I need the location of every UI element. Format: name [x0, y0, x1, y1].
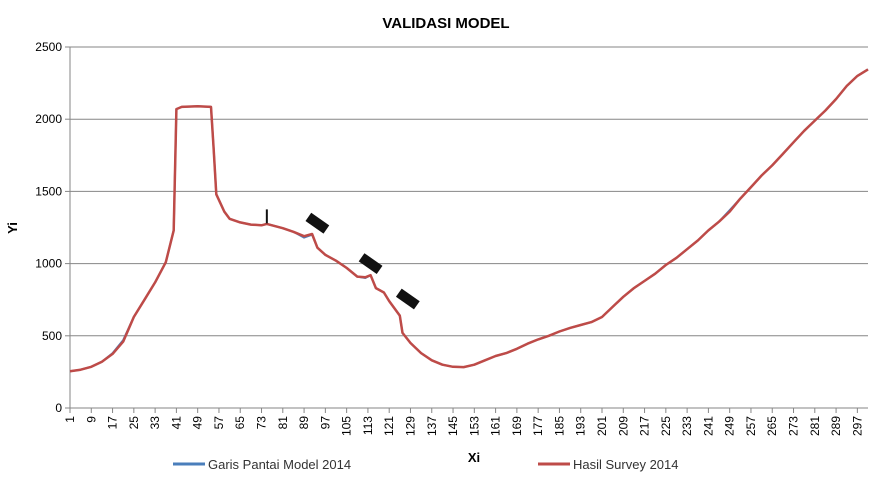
x-tick-label: 201: [595, 416, 609, 436]
y-axis-title: Yi: [5, 222, 20, 234]
x-tick-label: 81: [276, 416, 290, 430]
x-tick-label: 217: [638, 416, 652, 436]
y-tick-label: 1500: [35, 184, 62, 198]
x-tick-label: 161: [489, 416, 503, 436]
x-tick-label: 209: [616, 416, 630, 436]
x-tick-label: 289: [829, 416, 843, 436]
legend: Garis Pantai Model 2014 Hasil Survey 201…: [173, 457, 679, 472]
chart-title: VALIDASI MODEL: [382, 15, 509, 32]
x-tick-label: 281: [808, 416, 822, 436]
y-tick-label: 1000: [35, 257, 62, 271]
x-tick-label: 1: [63, 416, 77, 423]
x-tick-label: 273: [787, 416, 801, 436]
x-tick-label: 177: [531, 416, 545, 436]
y-axis-ticks: 0 500 1000 1500 2000 2500: [35, 40, 70, 415]
gridlines: [70, 46, 868, 337]
annotation-marker: [305, 212, 330, 234]
x-tick-label: 249: [723, 416, 737, 436]
x-tick-label: 137: [425, 416, 439, 436]
x-tick-label: 297: [850, 416, 864, 436]
series-lines: [69, 68, 869, 373]
x-tick-label: 153: [467, 416, 481, 436]
x-tick-label: 57: [212, 416, 226, 430]
annotation-markers: [265, 209, 420, 310]
y-tick-label: 500: [42, 329, 62, 343]
x-axis-title: Xi: [468, 450, 480, 465]
x-tick-label: 89: [297, 416, 311, 430]
x-tick-label: 33: [148, 416, 162, 430]
x-tick-label: 185: [552, 416, 566, 436]
legend-label-model: Garis Pantai Model 2014: [208, 457, 351, 472]
x-tick-label: 113: [361, 416, 375, 435]
x-axis-ticks: 1 9 17 25 33 41 49 57 65 73 81 89 97 105 113 121 129 137 1…: [63, 408, 864, 436]
legend-label-survey: Hasil Survey 2014: [573, 457, 679, 472]
x-tick-label: 73: [255, 416, 269, 430]
x-tick-label: 65: [233, 416, 247, 430]
series-line-survey: [69, 68, 869, 373]
x-tick-label: 193: [574, 416, 588, 436]
x-tick-label: 105: [340, 416, 354, 436]
annotation-marker: [395, 288, 420, 310]
x-tick-label: 225: [659, 416, 673, 436]
x-tick-label: 17: [106, 416, 120, 430]
y-tick-label: 2500: [35, 40, 62, 54]
x-tick-label: 241: [701, 416, 715, 436]
x-tick-label: 49: [191, 416, 205, 430]
x-tick-label: 121: [382, 416, 396, 436]
y-tick-label: 2000: [35, 112, 62, 126]
x-tick-label: 145: [446, 416, 460, 436]
annotation-marker: [358, 253, 383, 275]
x-tick-label: 9: [84, 416, 98, 423]
x-tick-label: 169: [510, 416, 524, 436]
x-tick-label: 265: [765, 416, 779, 436]
x-tick-label: 41: [169, 416, 183, 430]
y-tick-label: 0: [55, 401, 62, 415]
x-tick-label: 257: [744, 416, 758, 436]
x-tick-label: 233: [680, 416, 694, 436]
x-tick-label: 129: [403, 416, 417, 436]
series-line-model: [69, 68, 869, 373]
x-tick-label: 97: [318, 416, 332, 430]
x-tick-label: 25: [127, 416, 141, 430]
